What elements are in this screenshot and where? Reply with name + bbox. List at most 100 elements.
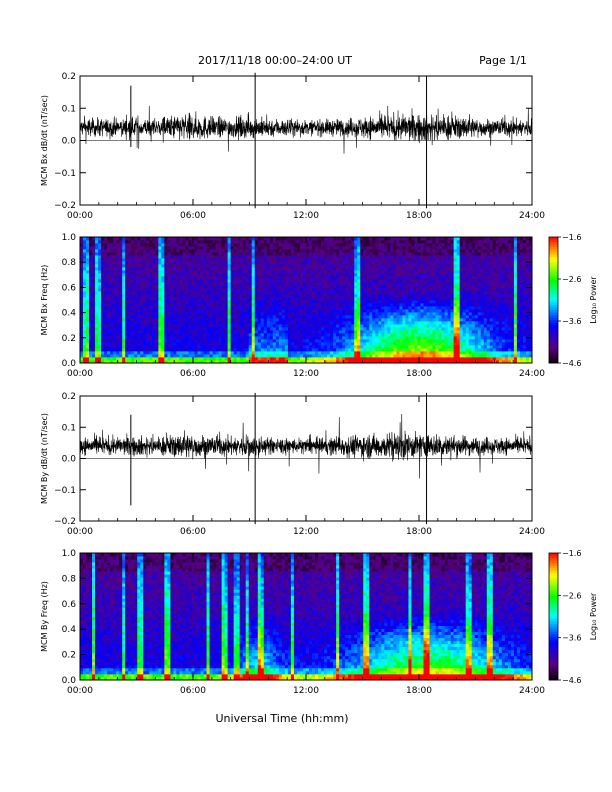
panel-1-cell	[384, 309, 388, 313]
panel-1-cell	[360, 264, 364, 268]
panel-1-cell	[306, 282, 310, 286]
panel-1-cell	[119, 351, 123, 355]
panel-1-cell	[140, 294, 144, 298]
panel-1-cell	[167, 339, 171, 343]
panel-1-cell	[324, 264, 328, 268]
panel-1-cell	[372, 297, 376, 301]
panel-1-cell	[146, 261, 150, 265]
panel-1-cell	[390, 243, 394, 247]
panel-1-cell	[348, 285, 352, 289]
panel-1-cell	[393, 267, 397, 271]
panel-1-cell	[224, 345, 229, 349]
panel-1-cell	[149, 252, 153, 256]
panel-1-cell	[390, 342, 394, 346]
panel-1-cell	[257, 243, 262, 247]
panel-1-cell	[113, 303, 117, 307]
panel-1-cell	[242, 348, 247, 352]
panel-1-cell	[83, 276, 87, 280]
panel-1-cell	[336, 270, 340, 274]
panel-1-cell	[281, 330, 286, 334]
panel-1-cell	[312, 258, 316, 262]
panel-1-cell	[372, 339, 376, 343]
panel-1-cell	[170, 285, 174, 289]
panel-1-cell	[101, 291, 105, 295]
panel-1-cell	[155, 312, 159, 316]
panel-1-cell	[381, 354, 385, 358]
panel-1-cell	[215, 255, 220, 259]
panel-1-cell	[417, 327, 421, 331]
panel-1-cell	[342, 291, 346, 295]
panel-1-cell	[182, 240, 186, 244]
panel-1-cell	[363, 288, 367, 292]
panel-1-cell	[125, 324, 129, 328]
panel-1-cell	[218, 342, 223, 346]
panel-1-cell	[375, 294, 379, 298]
panel-1-cell	[179, 318, 183, 322]
panel-1-cell	[354, 336, 358, 340]
panel-1-cell	[414, 246, 418, 250]
panel-1-cell	[224, 246, 229, 250]
panel-1-cell	[83, 279, 87, 283]
panel-1-cell	[405, 348, 409, 352]
panel-1-cell	[245, 351, 250, 355]
panel-1-cell	[393, 333, 397, 337]
panel-1-cell	[378, 264, 382, 268]
panel-1-cell	[290, 300, 295, 304]
panel-1-cell	[405, 255, 409, 259]
panel-1-cell	[86, 294, 90, 298]
panel-1-cell	[227, 342, 232, 346]
panel-1-cell	[324, 348, 328, 352]
panel-1-cell	[221, 255, 226, 259]
panel-1-cell	[149, 258, 153, 262]
panel-1-cell	[206, 267, 210, 271]
panel-1-cell	[122, 309, 126, 313]
panel-1-cell	[405, 282, 409, 286]
panel-1-cell	[269, 327, 274, 331]
panel-1-cell	[92, 318, 96, 322]
panel-1-cell	[179, 333, 183, 337]
panel-1-cell	[212, 327, 216, 331]
panel-1-cell	[351, 315, 355, 319]
panel-1-cell	[86, 243, 90, 247]
panel-1-cell	[384, 267, 388, 271]
panel-1-cell	[281, 318, 286, 322]
panel-1-cell	[336, 288, 340, 292]
panel-1-cell	[417, 345, 421, 349]
panel-1-cell	[272, 312, 277, 316]
panel-1-cell	[134, 240, 138, 244]
panel-1-cell	[387, 240, 391, 244]
panel-1-cell	[408, 243, 412, 247]
panel-1-cell	[396, 318, 400, 322]
panel-1-cell	[384, 279, 388, 283]
panel-1-cell	[420, 294, 424, 298]
panel-1-cell	[179, 348, 183, 352]
panel-1-cell	[182, 345, 186, 349]
panel-1-cell	[408, 291, 412, 295]
panel-1-cell	[194, 354, 198, 358]
panel-1-cell	[275, 252, 280, 256]
panel-1-cell	[254, 288, 259, 292]
panel-1-cell	[239, 345, 244, 349]
panel-1-cell	[306, 309, 310, 313]
panel-1-cell	[302, 327, 307, 331]
panel-1-cell	[158, 285, 162, 289]
panel-1-cell	[245, 306, 250, 310]
panel-1-cell	[302, 330, 307, 334]
panel-1-cell	[128, 321, 132, 325]
panel-1-cell	[137, 339, 141, 343]
panel-1-cell	[333, 258, 337, 262]
panel-1-cell	[98, 348, 102, 352]
panel-1-cell	[378, 252, 382, 256]
panel-1-cell	[146, 273, 150, 277]
panel-1-cell	[302, 321, 307, 325]
panel-1-cell	[188, 336, 192, 340]
panel-1-cell	[360, 336, 364, 340]
panel-1-cell	[233, 324, 238, 328]
panel-1-cell	[101, 312, 105, 316]
panel-1-cell	[83, 315, 87, 319]
panel-1-cell	[122, 351, 126, 355]
panel-1-cell	[309, 354, 313, 358]
panel-1-cell	[269, 279, 274, 283]
panel-1-cell	[212, 276, 216, 280]
panel-1-cell	[275, 351, 280, 355]
